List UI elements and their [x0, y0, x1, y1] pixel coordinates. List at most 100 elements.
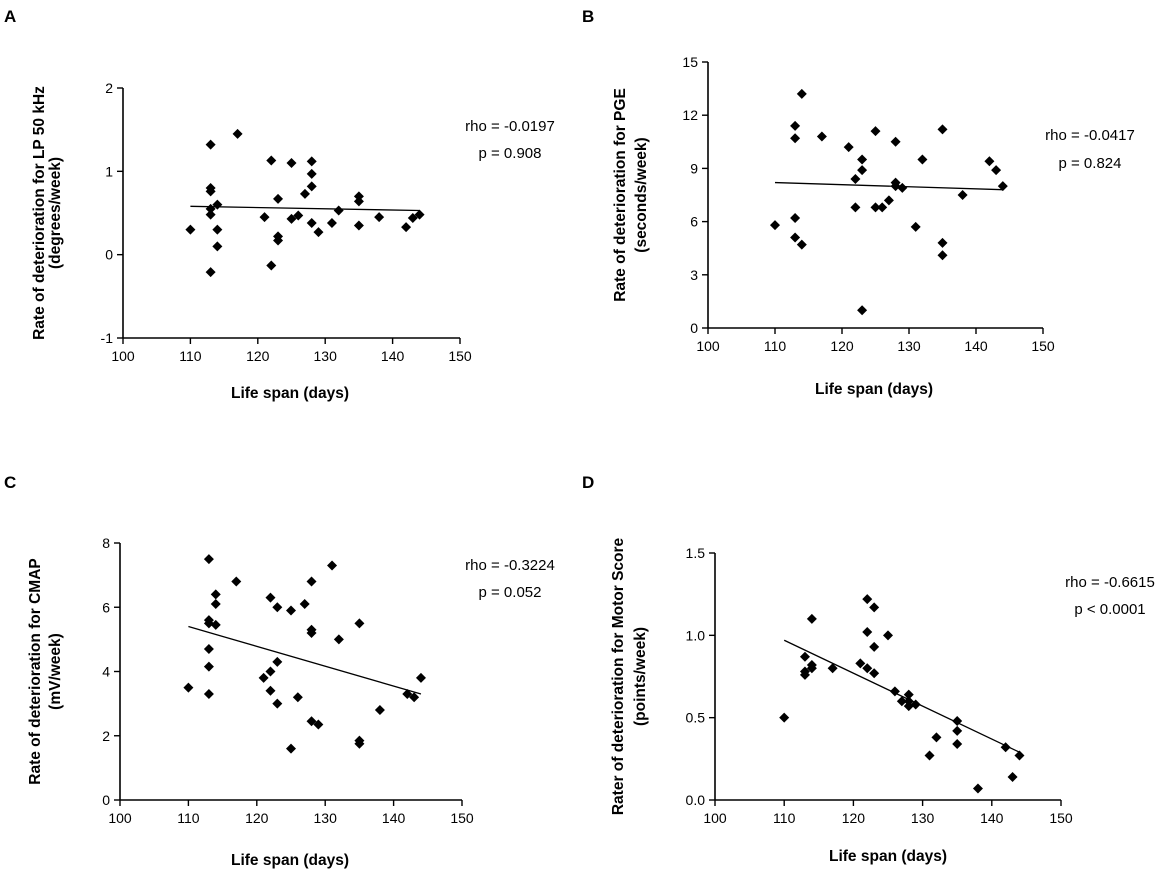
data-point	[266, 260, 277, 271]
p-value-annotation: p < 0.0001	[1074, 601, 1145, 618]
data-point	[952, 739, 963, 750]
data-point	[910, 221, 921, 232]
data-point	[790, 232, 801, 243]
data-point	[402, 688, 413, 699]
data-point	[205, 186, 216, 197]
x-tick-label: 140	[382, 810, 406, 826]
x-axis-title: Life span (days)	[231, 852, 349, 869]
data-point	[917, 154, 928, 165]
data-point	[862, 663, 873, 674]
y-tick-label: 4	[102, 664, 110, 680]
y-axis-title-line-1: Rater of deterioration for Motor Score	[610, 537, 627, 815]
rho-annotation: rho = -0.0197	[465, 118, 555, 135]
rho-annotation: rho = -0.3224	[465, 557, 555, 574]
data-point	[870, 202, 881, 213]
data-point	[790, 213, 801, 224]
data-point	[796, 239, 807, 250]
x-tick-label: 150	[1031, 338, 1055, 354]
x-tick-label: 110	[177, 810, 200, 826]
y-axis-title-line-2: (points/week)	[632, 627, 649, 726]
data-point	[273, 235, 284, 246]
data-point	[299, 188, 310, 199]
data-point	[843, 142, 854, 153]
panel-a: A 100 110 120 130 140 150 -1 0 1 2 Life span (days)…	[4, 7, 555, 402]
data-point	[266, 155, 277, 166]
x-axis-title: Life span (days)	[829, 848, 947, 865]
data-point	[272, 602, 283, 613]
data-point	[869, 641, 880, 652]
data-point	[857, 154, 868, 165]
data-point	[896, 696, 907, 707]
panel-letter: B	[582, 7, 594, 26]
data-point	[1007, 771, 1018, 782]
data-point	[353, 220, 364, 231]
data-point	[850, 174, 861, 185]
data-point	[306, 181, 317, 192]
data-point	[862, 594, 873, 605]
y-tick-label: 0.5	[686, 710, 706, 726]
x-tick-label: 140	[980, 810, 1004, 826]
y-tick-label: 12	[682, 107, 698, 123]
data-point	[306, 168, 317, 179]
y-tick-label: 0.0	[686, 792, 706, 808]
data-point	[910, 699, 921, 710]
x-tick-label: 150	[450, 810, 474, 826]
data-point	[924, 750, 935, 761]
data-point	[306, 716, 317, 727]
data-point	[1014, 750, 1025, 761]
data-point	[816, 131, 827, 142]
panel-c: C 100 110 120 130 140 150 0 2 4 6 8 Life span (days)…	[4, 473, 555, 869]
data-point	[306, 156, 317, 167]
rho-annotation: rho = -0.0417	[1045, 127, 1135, 144]
data-point	[306, 627, 317, 638]
x-tick-label: 130	[314, 810, 338, 826]
y-tick-label: 2	[102, 728, 110, 744]
data-point	[210, 589, 221, 600]
data-point	[212, 224, 223, 235]
data-point	[883, 630, 893, 641]
x-tick-label: 140	[381, 348, 405, 364]
data-point	[415, 672, 426, 683]
data-point	[401, 222, 412, 233]
x-axis-title: Life span (days)	[815, 381, 933, 398]
x-tick-label: 110	[179, 348, 202, 364]
x-tick-label: 120	[246, 348, 270, 364]
data-point	[272, 656, 283, 667]
data-point	[258, 672, 269, 683]
y-axis-title-line-2: (mV/week)	[47, 633, 64, 710]
data-point	[796, 88, 807, 99]
y-axis-title-line-1: Rate of deterioration for CMAP	[27, 558, 44, 784]
x-tick-label: 120	[245, 810, 269, 826]
data-point	[299, 599, 310, 610]
data-point	[799, 651, 810, 662]
data-point	[265, 685, 276, 696]
data-point	[265, 592, 276, 603]
data-point	[790, 133, 801, 144]
y-tick-label: 9	[690, 160, 698, 176]
y-tick-label: 15	[682, 54, 698, 70]
data-point	[991, 165, 1002, 176]
panel-letter: A	[4, 7, 16, 26]
x-tick-label: 150	[1049, 810, 1073, 826]
data-point	[353, 196, 364, 207]
data-point	[212, 241, 223, 252]
data-point	[231, 576, 242, 587]
y-axis-title-line-2: (seconds/week)	[633, 137, 650, 252]
data-point	[779, 712, 790, 723]
data-point	[205, 203, 216, 214]
data-point	[957, 190, 968, 200]
data-point	[272, 698, 283, 709]
data-point	[210, 599, 221, 610]
data-point	[790, 120, 801, 131]
panel-d: D 100 110 120 130 140 150 0.0 0.5 1.0 1.5 Life span…	[582, 473, 1155, 865]
data-point	[333, 205, 344, 216]
data-point	[232, 128, 243, 139]
panel-letter: D	[582, 473, 594, 492]
rho-annotation: rho = -0.6615	[1065, 574, 1155, 591]
p-value-annotation: p = 0.052	[479, 584, 542, 601]
x-tick-label: 130	[897, 338, 921, 354]
p-value-annotation: p = 0.824	[1059, 155, 1122, 172]
regression-line	[190, 205, 420, 212]
data-point	[857, 165, 868, 176]
data-point	[890, 136, 901, 147]
